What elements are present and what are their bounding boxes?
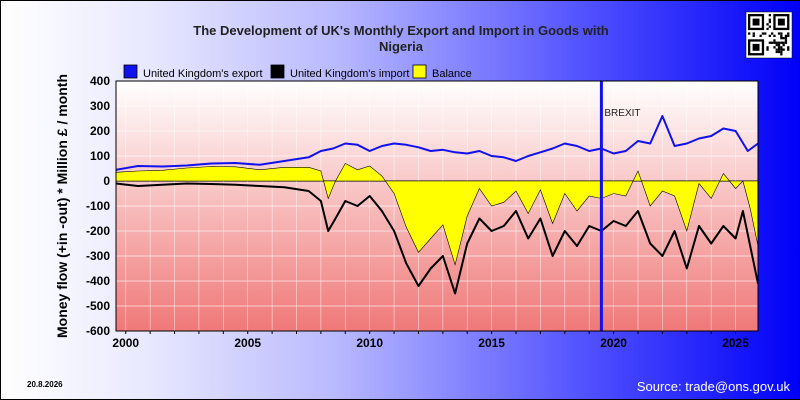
series-import-line [116,182,758,295]
source-label: Source: trade@ons.gov.uk [637,379,791,394]
y-tick-label: -200 [86,224,110,238]
y-tick-label: -100 [86,199,110,213]
series-balance-area [116,163,758,266]
brexit-marker-label: BREXIT [604,108,640,119]
x-axis: 2000 2005 2010 2015 2020 2025 [112,331,749,350]
plot-border [115,80,759,332]
y-axis-label: Money flow (+in -out) * Million £ / mont… [54,74,70,338]
chart-title-line-2: Nigeria [379,39,424,54]
series-export-line [116,115,758,171]
legend-swatch-balance [412,64,427,79]
y-tick-label: 300 [90,99,110,113]
y-tick-label: -500 [86,299,110,313]
x-tick-label: 2010 [356,336,383,350]
chart-title-line-1: The Development of UK's Monthly Export a… [193,23,609,38]
x-tick-label: 2000 [112,336,139,350]
y-tick-label: 100 [90,149,110,163]
y-axis: 400 300 200 100 0 -100 -200 -300 -400 -500 -600 [86,74,110,338]
qr-code-icon [745,11,793,59]
legend-label-import: United Kingdom's import [290,68,410,80]
y-tick-label: 200 [90,124,110,138]
legend-swatch-export [123,64,138,79]
x-tick-label: 2025 [722,336,749,350]
y-tick-label: -300 [86,249,110,263]
legend-label-balance: Balance [432,68,472,80]
x-tick-label: 2015 [478,336,505,350]
legend: United Kingdom's export United Kingdom's… [123,64,472,80]
date-stamp: 20.8.2026 [27,380,63,389]
legend-label-export: United Kingdom's export [143,68,263,80]
y-tick-label: 0 [103,174,110,188]
legend-swatch-import [270,64,285,79]
annotation-group: BREXIT [599,81,641,331]
y-tick-label: -600 [86,324,110,338]
y-tick-label: -400 [86,274,110,288]
y-tick-label: 400 [90,74,110,88]
x-tick-label: 2005 [234,336,261,350]
series-group [116,115,758,295]
x-tick-label: 2020 [600,336,627,350]
